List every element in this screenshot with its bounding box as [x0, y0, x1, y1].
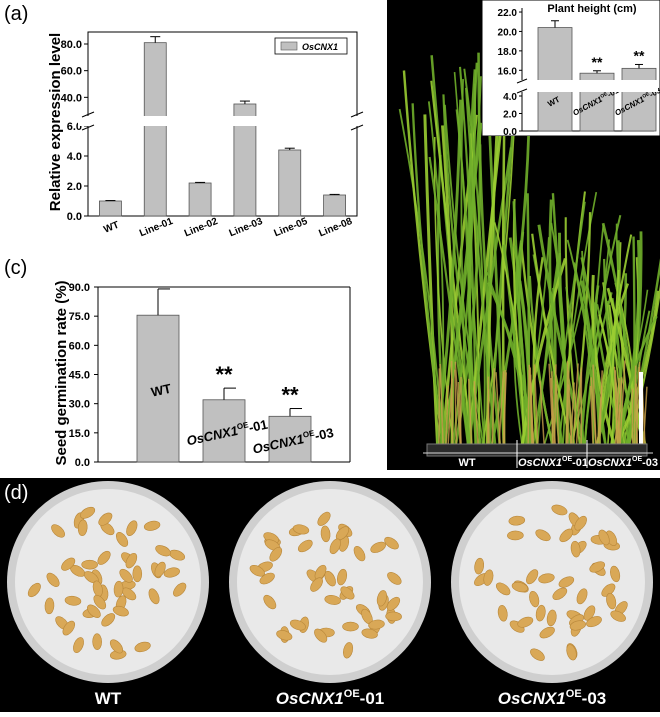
inset-y-tick: 0.0 — [503, 127, 517, 136]
x-tick-label: WT — [102, 220, 121, 236]
x-tick-label: Line-05 — [273, 216, 310, 239]
y-tick-label: 0.0 — [67, 211, 82, 223]
photo-label-oe01: OsCNX1OE-01 — [518, 456, 588, 469]
significance-mark: ** — [634, 47, 645, 63]
seed — [343, 622, 359, 631]
seed — [507, 531, 523, 540]
x-tick-label: Line-08 — [317, 216, 354, 239]
y-axis-label: Seed germination rate (%) — [53, 280, 70, 465]
y-tick-label: 60.0 — [69, 340, 90, 352]
y-axis-label: Relative expression level — [47, 33, 64, 211]
plant-photo: WT OsCNX1OE-01 OsCNX1OE-03 (b) 16.0 18.0 2… — [387, 0, 660, 470]
plate-label: OsCNX1OE-03 — [498, 688, 607, 708]
legend-label: OsCNX1 — [302, 42, 338, 52]
seed — [82, 560, 98, 569]
y-tick-label: 0.0 — [75, 457, 90, 469]
seed — [93, 634, 102, 650]
panel-d-label-on-photo: (d) — [4, 482, 28, 505]
y-tick-label: 45.0 — [69, 370, 90, 382]
inset-y-tick: 2.0 — [503, 110, 517, 121]
y-tick-label: 4.0 — [67, 151, 82, 163]
y-tick-label: 2.0 — [67, 181, 82, 193]
bar — [324, 195, 346, 216]
significance-mark: ** — [592, 54, 603, 70]
panel-b-label: (b) — [389, 3, 413, 26]
y-tick-label: 30.0 — [69, 399, 90, 411]
germination-chart: 0.015.030.045.060.075.090.0WT**OsCNX1OE-… — [0, 255, 380, 475]
legend-swatch — [281, 42, 297, 50]
bar — [99, 201, 121, 216]
scale-bar — [639, 372, 643, 444]
inset-y-tick: 18.0 — [498, 47, 518, 58]
inset-y-tick: 20.0 — [498, 27, 518, 38]
plant-tray — [427, 444, 647, 456]
y-tick-label: 75.0 — [69, 311, 90, 323]
inset-y-tick: 4.0 — [503, 92, 517, 103]
x-tick-label: Line-03 — [228, 216, 265, 239]
photo-label-wt: WT — [458, 457, 475, 469]
bar — [538, 28, 572, 131]
significance-mark: ** — [215, 362, 233, 387]
photo-label-oe03: OsCNX1OE-03 — [588, 456, 658, 469]
bar — [279, 150, 301, 216]
x-tick-label: Line-01 — [138, 216, 175, 239]
significance-mark: ** — [281, 383, 299, 408]
y-tick-label: 90.0 — [69, 282, 90, 294]
y-tick-label: 15.0 — [69, 428, 90, 440]
inset-y-tick: 16.0 — [498, 66, 518, 77]
germination-photo: WT OsCNX1OE-01 OsCNX1OE-03 (d) — [0, 478, 660, 712]
seed — [133, 566, 142, 582]
x-tick-label: Line-02 — [183, 216, 220, 239]
inset-y-tick: 22.0 — [498, 8, 518, 19]
bar — [189, 183, 211, 216]
bar — [144, 43, 166, 216]
plate-label: WT — [95, 689, 122, 708]
plate-label: OsCNX1OE-01 — [276, 688, 385, 708]
petri-dish-illustration: WT OsCNX1OE-01 OsCNX1OE-03 — [0, 478, 660, 712]
inset-title: Plant height (cm) — [547, 3, 637, 15]
